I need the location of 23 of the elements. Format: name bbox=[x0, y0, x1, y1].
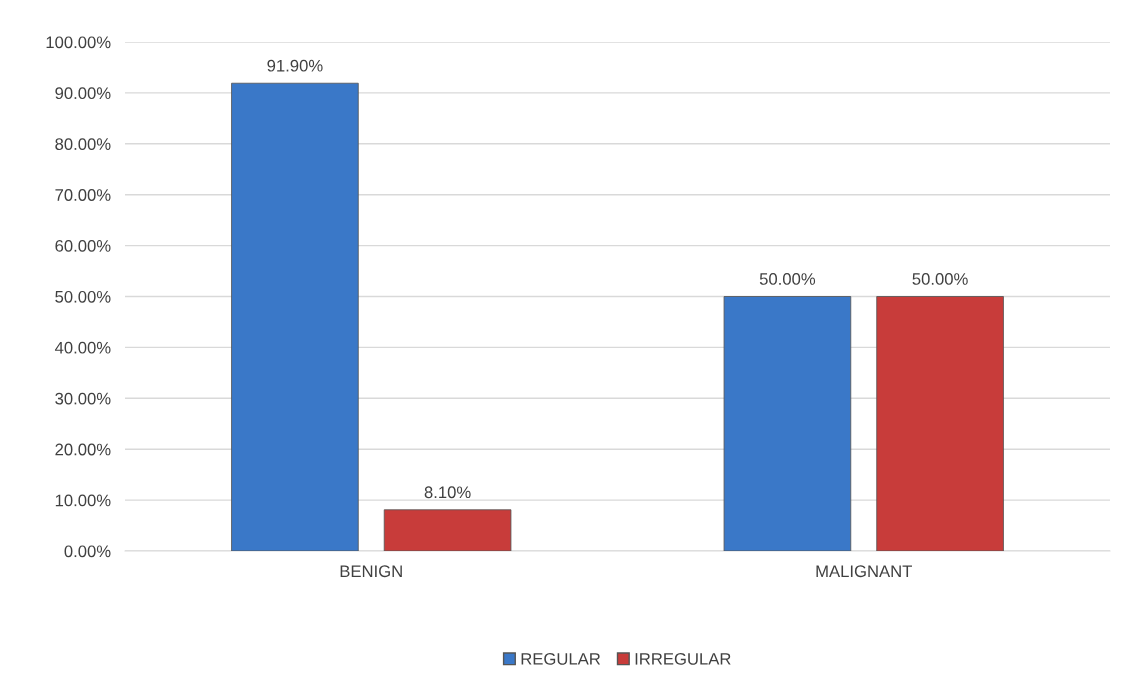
x-tick-label: BENIGN bbox=[340, 565, 402, 578]
y-tick-label: 100.00% bbox=[46, 36, 111, 49]
y-tick-label: 70.00% bbox=[55, 189, 111, 201]
data-label: 91.90% bbox=[267, 59, 323, 72]
bar bbox=[231, 82, 359, 551]
y-tick-label: 90.00% bbox=[55, 87, 111, 100]
bar bbox=[876, 296, 1004, 551]
data-label: 8.10% bbox=[424, 486, 471, 499]
legend-label: IRREGULAR bbox=[635, 652, 731, 665]
y-tick-label: 60.00% bbox=[55, 240, 111, 252]
legend-label: REGULAR bbox=[521, 652, 601, 665]
bar bbox=[383, 509, 512, 551]
y-tick-label: 20.00% bbox=[55, 443, 111, 456]
y-tick-label: 40.00% bbox=[54, 341, 111, 354]
y-tick-label: 10.00% bbox=[55, 494, 111, 507]
data-label: 50.00% bbox=[912, 273, 968, 285]
x-tick-label: MALIGNANT bbox=[816, 565, 912, 578]
y-tick-label: 0.00% bbox=[64, 545, 111, 558]
y-tick-label: 80.00% bbox=[55, 138, 111, 150]
y-tick-label: 50.00% bbox=[55, 290, 111, 303]
y-tick-label: 30.00% bbox=[55, 392, 111, 405]
data-label: 50.00% bbox=[759, 273, 816, 285]
bar bbox=[723, 296, 852, 551]
